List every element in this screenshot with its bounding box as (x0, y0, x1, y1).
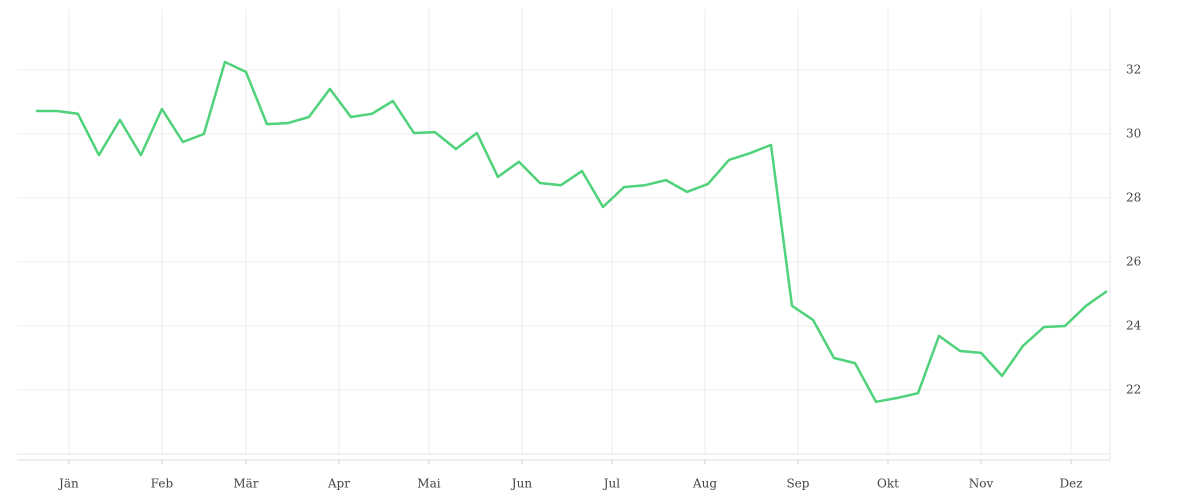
x-tick-label: Feb (151, 477, 174, 491)
x-tick-label: Jun (510, 477, 533, 491)
y-tick-label: 28 (1126, 191, 1141, 205)
y-tick-label: 30 (1126, 127, 1141, 141)
x-tick-label: Dez (1059, 477, 1082, 491)
x-tick-label: Jän (57, 477, 79, 491)
x-tick-label: Sep (786, 477, 809, 491)
line-series (35, 60, 1108, 404)
x-tick-label: Jul (602, 477, 621, 491)
y-tick-label: 26 (1126, 255, 1141, 269)
x-tick-label: Okt (877, 477, 899, 491)
y-tick-label: 22 (1126, 383, 1141, 397)
x-tick-label: Apr (327, 477, 350, 491)
x-tick-label: Nov (969, 477, 994, 491)
y-tick-label: 24 (1126, 319, 1142, 333)
x-tick-label: Mai (417, 477, 440, 491)
y-tick-label: 32 (1126, 63, 1141, 77)
x-tick-label: Mär (233, 477, 258, 491)
x-tick-label: Aug (692, 477, 717, 491)
